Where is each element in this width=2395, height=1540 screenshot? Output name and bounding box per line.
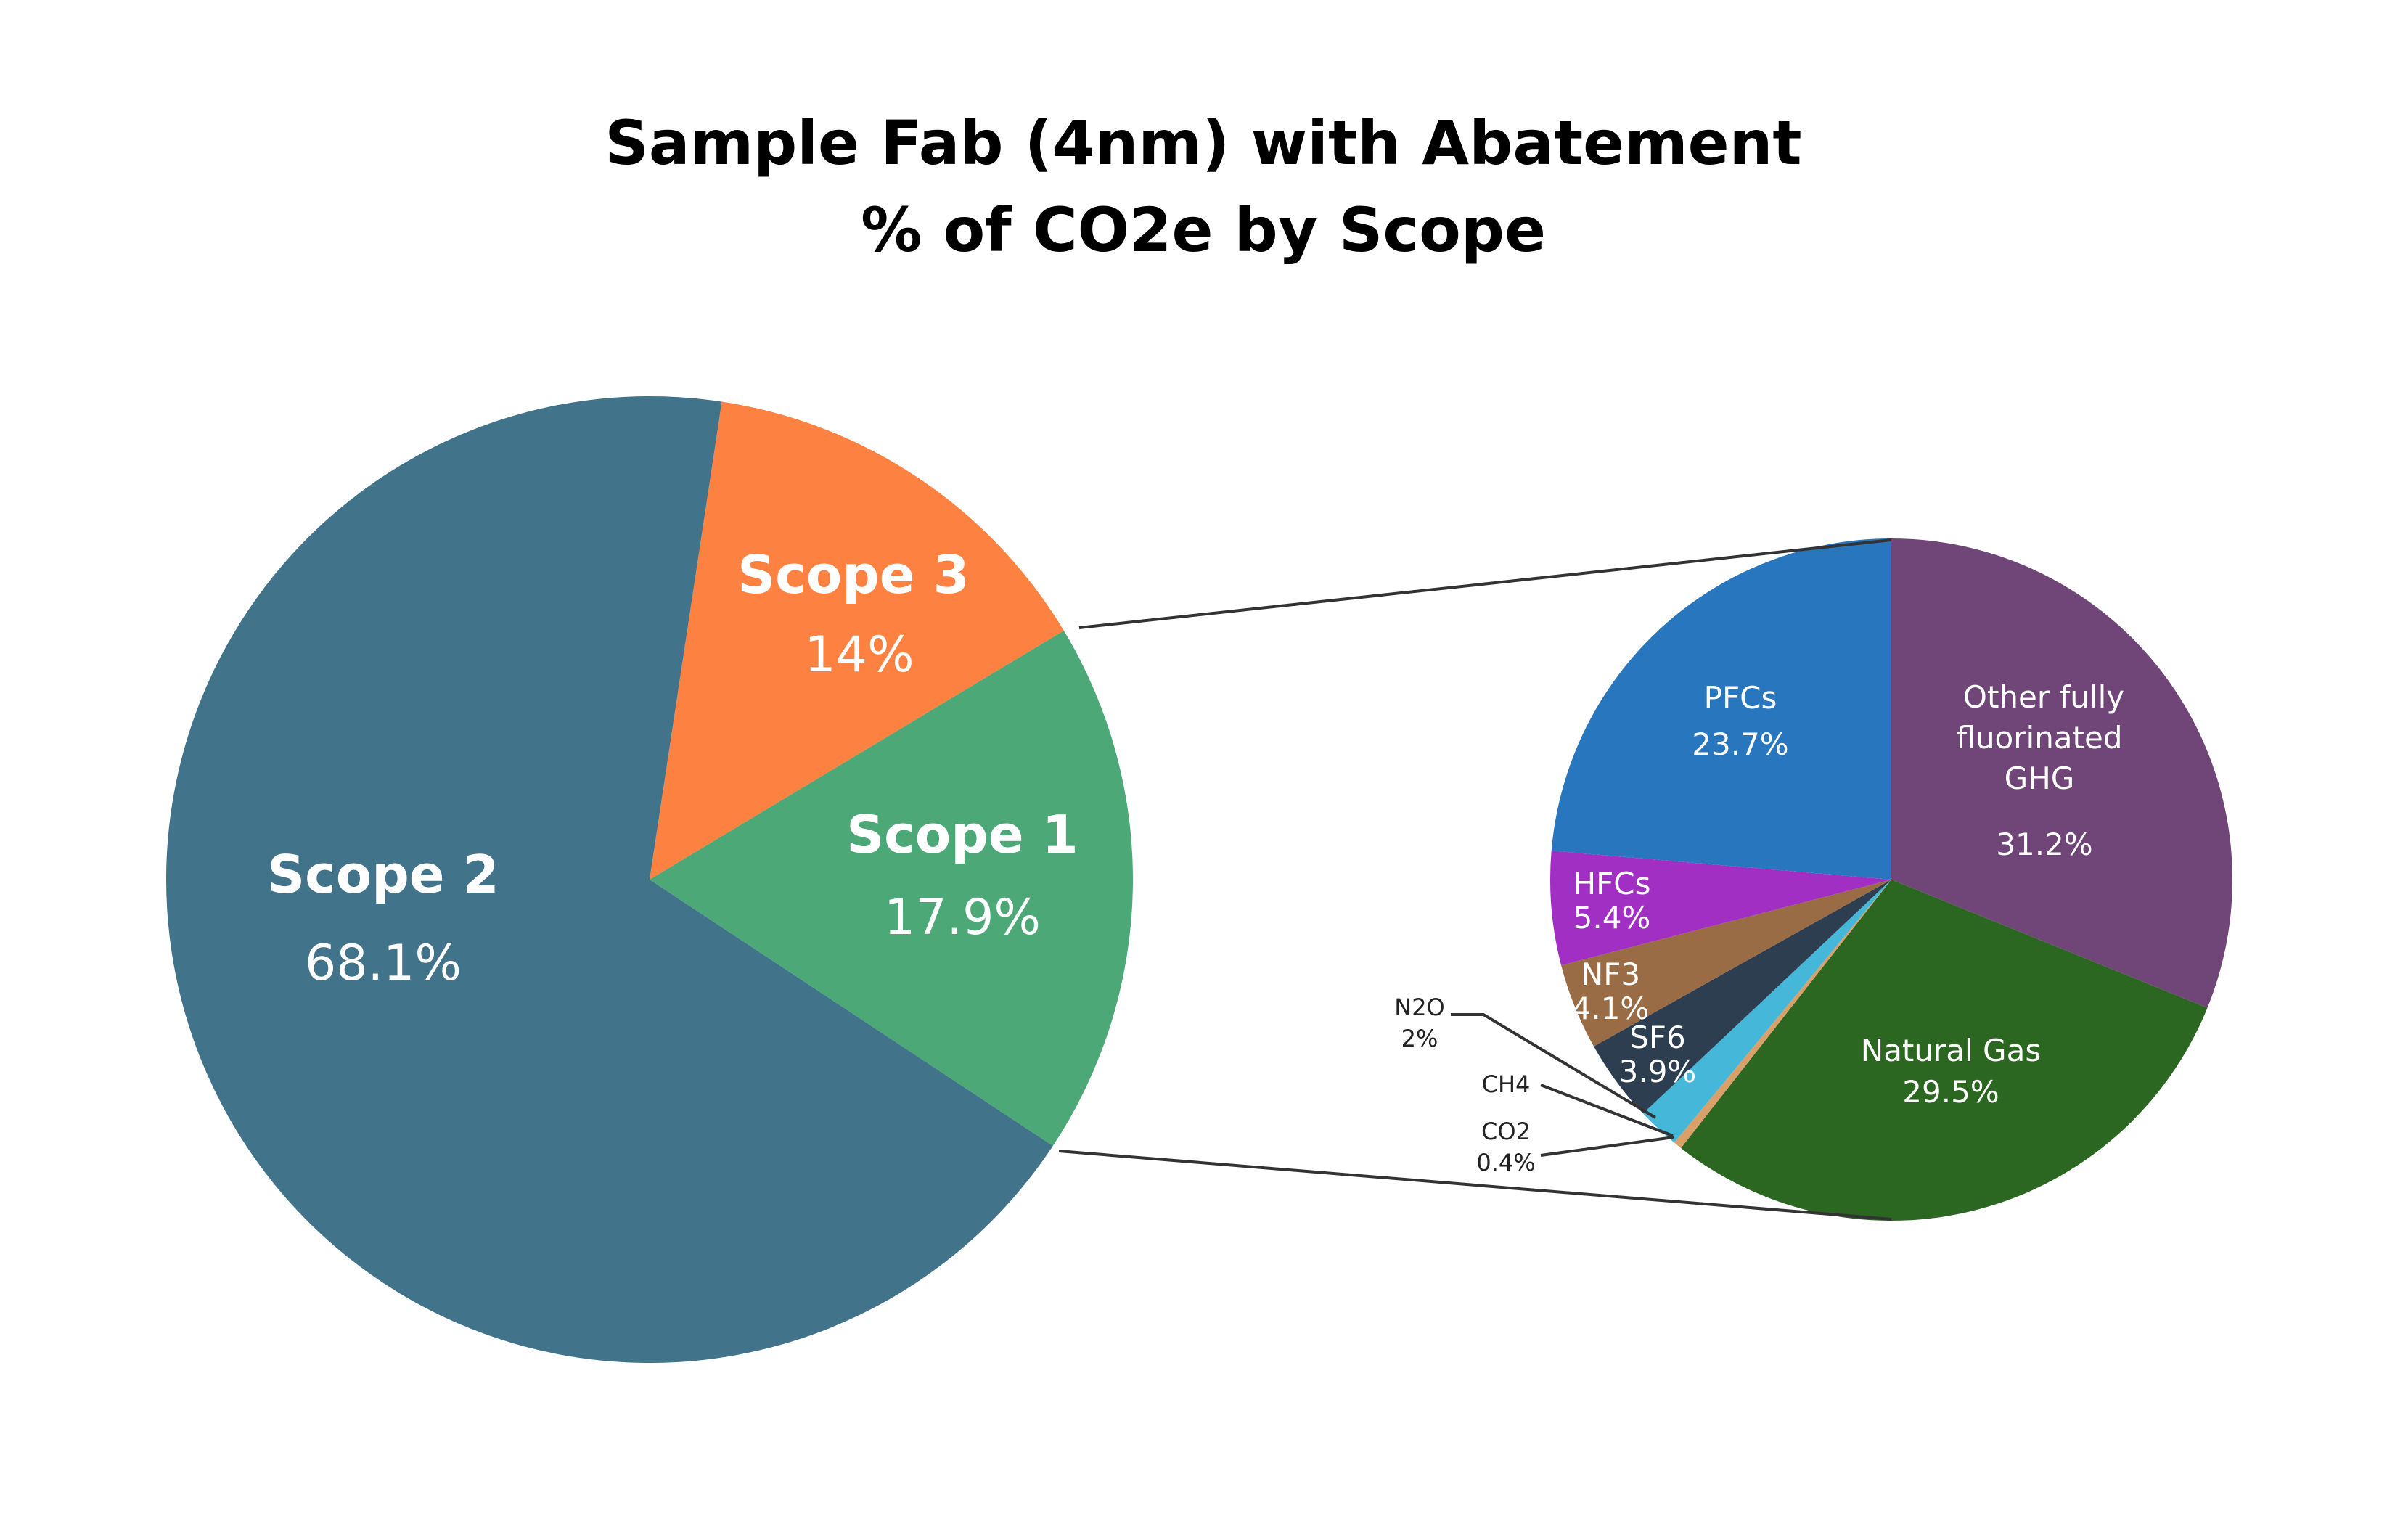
label-other-fluorinated-3: GHG xyxy=(2005,761,2075,796)
pie-slice-scope-1 xyxy=(650,630,1134,1147)
label-other-fluorinated-2: fluorinated xyxy=(1956,720,2122,755)
pie-slice-nf3 xyxy=(1561,880,1891,1047)
pie-slice-scope-3 xyxy=(650,401,1064,880)
pie-slice-pfcs xyxy=(1551,538,1891,880)
label-n2o: N2O xyxy=(1394,994,1444,1021)
scope-pie xyxy=(166,396,1134,1363)
pie-slice-sf6 xyxy=(1594,880,1891,1114)
value-sf6: 3.9% xyxy=(1619,1054,1697,1089)
connector-line-bottom xyxy=(1058,1150,1892,1221)
value-n2o: 2% xyxy=(1401,1025,1438,1052)
scope1-breakdown-pie xyxy=(1549,538,2232,1221)
chart-title-line2: % of CO2e by Scope xyxy=(861,194,1546,266)
leader-line-n2o xyxy=(1451,1013,1657,1119)
leader-line-co2 xyxy=(1540,1136,1674,1157)
leader-line-ch4 xyxy=(1540,1084,1674,1137)
value-other-fluorinated: 31.2% xyxy=(1996,827,2092,862)
value-scope3: 14% xyxy=(804,626,914,684)
label-co2: CO2 xyxy=(1481,1118,1531,1145)
label-pfcs: PFCs xyxy=(1704,680,1777,716)
label-ch4: CH4 xyxy=(1482,1070,1531,1098)
pie-slice-other-fully-fluorinated-ghg xyxy=(1891,538,2232,1008)
value-scope1: 17.9% xyxy=(884,889,1041,946)
value-pfcs: 23.7% xyxy=(1692,726,1788,762)
label-scope2: Scope 2 xyxy=(267,844,499,905)
value-hfcs: 5.4% xyxy=(1573,900,1651,935)
label-scope1: Scope 1 xyxy=(846,804,1078,865)
pie-slice-natural-gas xyxy=(1681,880,2208,1221)
label-other-fluorinated-1: Other fully xyxy=(1963,679,2124,715)
pie-slice-hfcs xyxy=(1549,851,1891,966)
label-sf6: SF6 xyxy=(1629,1020,1686,1055)
connector-line-top xyxy=(1078,538,1892,629)
value-natural-gas: 29.5% xyxy=(1902,1074,1999,1110)
value-co2: 0.4% xyxy=(1476,1149,1535,1176)
label-nf3: NF3 xyxy=(1581,957,1640,992)
label-hfcs: HFCs xyxy=(1573,866,1651,901)
value-nf3: 4.1% xyxy=(1572,991,1650,1026)
label-natural-gas: Natural Gas xyxy=(1861,1033,2041,1068)
pie-slice-scope-2 xyxy=(166,396,1053,1363)
label-scope3: Scope 3 xyxy=(737,544,970,605)
pie-slice-n2o xyxy=(1642,880,1891,1143)
chart-title-line1: Sample Fab (4nm) with Abatement xyxy=(605,107,1801,179)
pie-slice-co2 xyxy=(1674,880,1891,1148)
value-scope2: 68.1% xyxy=(305,935,462,992)
